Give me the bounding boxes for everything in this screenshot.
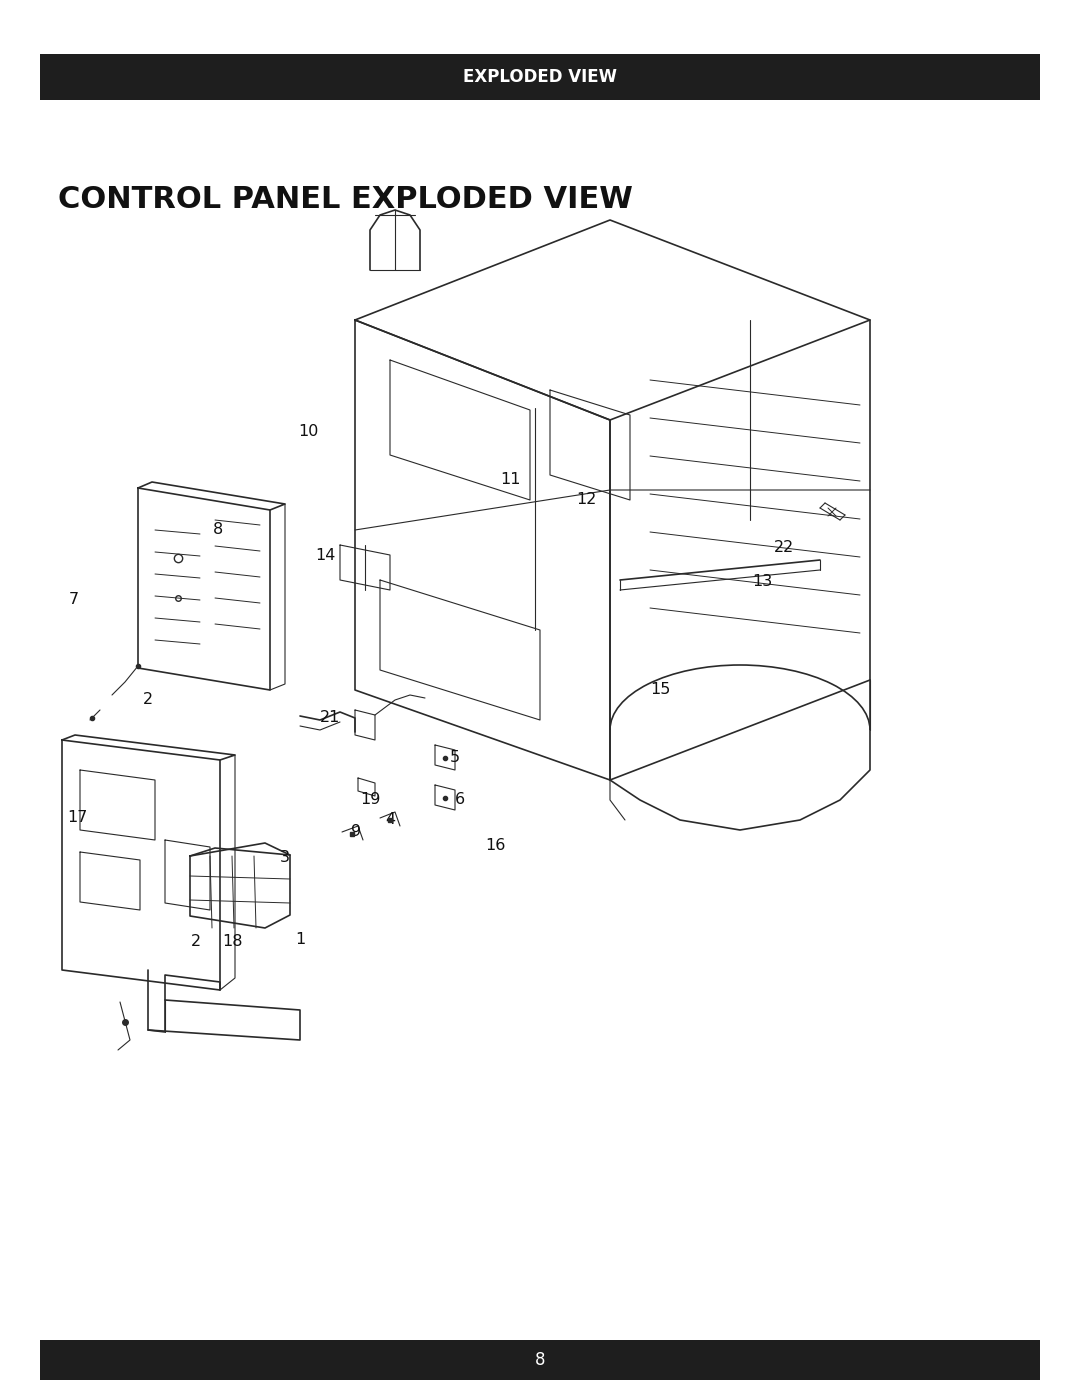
Text: 12: 12 — [576, 493, 596, 507]
Text: 21: 21 — [320, 711, 340, 725]
Text: 5: 5 — [450, 750, 460, 766]
Bar — [40, 54, 1040, 101]
Text: 2: 2 — [143, 693, 153, 707]
Text: 4: 4 — [384, 813, 395, 827]
Text: 15: 15 — [650, 683, 671, 697]
Text: 10: 10 — [298, 425, 319, 440]
Text: 6: 6 — [455, 792, 465, 807]
Text: 14: 14 — [314, 549, 335, 563]
Text: 7: 7 — [69, 592, 79, 608]
Text: 19: 19 — [360, 792, 380, 807]
Text: 8: 8 — [213, 522, 224, 538]
Text: 9: 9 — [351, 824, 361, 840]
Text: 18: 18 — [221, 935, 242, 950]
Text: CONTROL PANEL EXPLODED VIEW: CONTROL PANEL EXPLODED VIEW — [58, 186, 633, 215]
Text: 3: 3 — [280, 851, 291, 866]
Bar — [40, 1340, 1040, 1380]
Text: 17: 17 — [67, 810, 87, 826]
Text: 2: 2 — [191, 935, 201, 950]
Text: 11: 11 — [500, 472, 521, 488]
Text: EXPLODED VIEW: EXPLODED VIEW — [463, 68, 617, 87]
Text: 22: 22 — [774, 541, 794, 556]
Text: 8: 8 — [535, 1351, 545, 1369]
Text: 16: 16 — [485, 838, 505, 854]
Text: 1: 1 — [295, 933, 306, 947]
Text: 13: 13 — [752, 574, 772, 590]
